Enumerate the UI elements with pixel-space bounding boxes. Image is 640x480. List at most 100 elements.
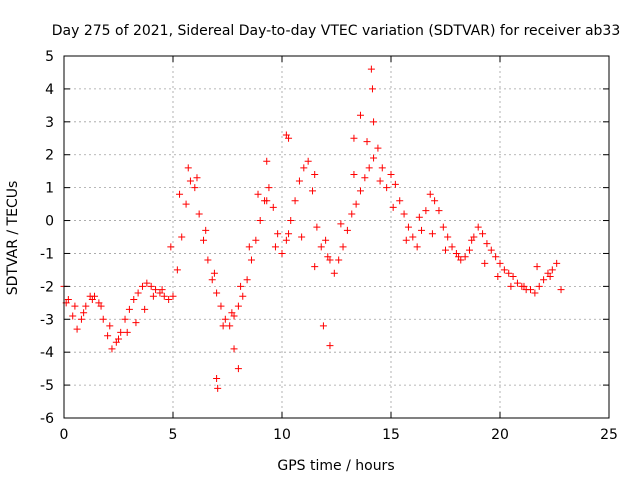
data-point xyxy=(426,190,434,198)
data-point xyxy=(455,253,463,261)
data-point xyxy=(500,266,508,274)
data-point xyxy=(287,217,295,225)
data-point xyxy=(527,286,535,294)
data-point xyxy=(363,138,371,146)
data-point xyxy=(200,236,208,244)
data-point xyxy=(546,272,554,280)
data-point xyxy=(204,256,212,264)
data-point xyxy=(132,319,140,327)
data-point xyxy=(125,305,133,313)
data-point xyxy=(448,243,456,251)
data-point xyxy=(123,328,131,336)
data-point xyxy=(80,309,88,317)
data-point xyxy=(178,233,186,241)
data-point xyxy=(376,177,384,185)
data-point xyxy=(304,157,312,165)
data-point xyxy=(208,276,216,284)
data-point xyxy=(115,335,122,343)
y-tick-label: -6 xyxy=(40,411,54,427)
data-point xyxy=(213,289,221,297)
data-point xyxy=(461,253,469,261)
data-point xyxy=(431,197,439,205)
data-point xyxy=(237,282,245,290)
data-point xyxy=(234,302,242,310)
data-point xyxy=(247,256,255,264)
data-point xyxy=(352,200,360,208)
data-point xyxy=(483,240,491,248)
x-tick-label: 20 xyxy=(491,427,509,443)
data-point xyxy=(269,203,277,211)
data-point xyxy=(317,243,325,251)
data-point xyxy=(165,296,173,304)
data-point xyxy=(474,223,482,231)
x-tick-label: 15 xyxy=(382,427,400,443)
data-point xyxy=(368,85,376,93)
data-point xyxy=(370,118,378,126)
data-point xyxy=(210,269,218,277)
data-point xyxy=(169,292,177,300)
data-point xyxy=(350,134,358,142)
data-point xyxy=(217,302,225,310)
data-point xyxy=(507,282,515,290)
data-point xyxy=(389,203,397,211)
data-point xyxy=(291,197,299,205)
data-point xyxy=(265,184,273,192)
data-point xyxy=(176,190,184,198)
data-point xyxy=(468,236,476,244)
data-point xyxy=(494,272,502,280)
data-point xyxy=(73,325,81,333)
data-point xyxy=(141,305,149,313)
data-point xyxy=(533,263,541,271)
data-point xyxy=(309,187,317,195)
data-point xyxy=(285,134,293,142)
data-point xyxy=(557,286,565,294)
data-point xyxy=(396,197,404,205)
data-point xyxy=(413,243,421,251)
data-point xyxy=(439,223,447,231)
data-point xyxy=(343,226,351,234)
data-point xyxy=(82,302,90,310)
data-point xyxy=(409,233,417,241)
data-point xyxy=(428,230,436,238)
data-point xyxy=(147,282,155,290)
data-point xyxy=(69,312,77,320)
data-point xyxy=(492,253,500,261)
data-point xyxy=(104,332,112,340)
data-point xyxy=(252,236,260,244)
data-point xyxy=(356,187,364,195)
data-point xyxy=(108,345,116,353)
data-point xyxy=(256,217,264,225)
data-point xyxy=(234,365,242,373)
data-point xyxy=(444,233,452,241)
data-point xyxy=(322,236,330,244)
x-tick-label: 5 xyxy=(169,427,178,443)
data-point xyxy=(300,164,308,172)
data-point xyxy=(553,259,561,267)
y-tick-label: -5 xyxy=(40,378,54,394)
y-tick-label: -4 xyxy=(40,345,54,361)
data-point xyxy=(378,164,386,172)
data-point xyxy=(138,282,146,290)
data-point xyxy=(274,230,282,238)
data-point xyxy=(418,226,426,234)
data-point xyxy=(77,315,85,323)
data-point xyxy=(356,111,364,119)
data-point xyxy=(186,177,194,185)
data-point xyxy=(548,266,556,274)
data-point xyxy=(479,230,487,238)
chart-title: Day 275 of 2021, Sidereal Day-to-day VTE… xyxy=(52,23,621,39)
data-point xyxy=(184,164,192,172)
data-point xyxy=(509,272,517,280)
data-point xyxy=(324,253,332,261)
data-point xyxy=(121,315,129,323)
data-point xyxy=(160,292,168,300)
data-point xyxy=(481,259,489,267)
y-tick-label: -3 xyxy=(40,312,54,328)
data-point xyxy=(415,213,423,221)
data-point xyxy=(152,286,160,294)
data-point xyxy=(219,322,227,330)
y-tick-label: -2 xyxy=(40,279,54,295)
data-point xyxy=(520,282,528,290)
data-point xyxy=(278,249,286,257)
x-tick-label: 25 xyxy=(600,427,618,443)
